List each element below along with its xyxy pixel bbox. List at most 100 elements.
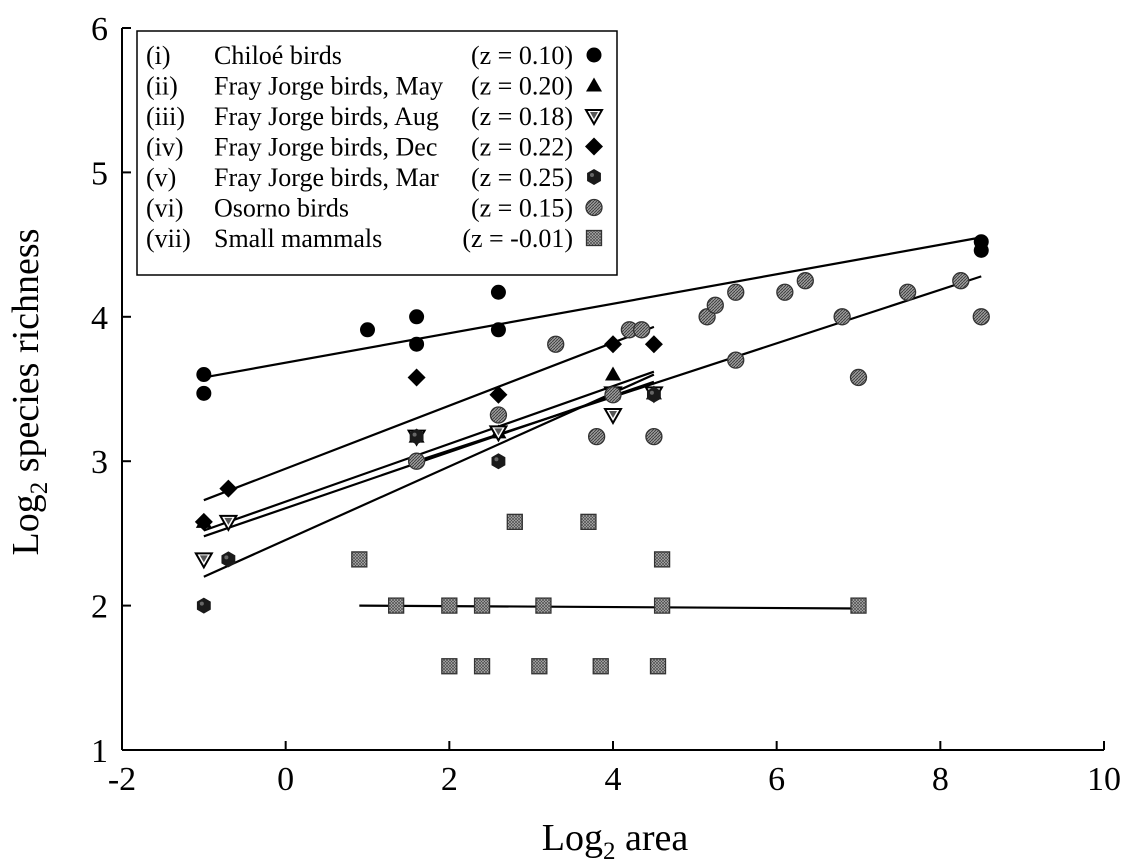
data-point-series-7 bbox=[387, 597, 405, 614]
data-point-series-7 bbox=[592, 658, 609, 675]
data-point-series-1 bbox=[196, 385, 212, 401]
data-point-series-3-fill bbox=[224, 517, 233, 525]
legend-series-6-num: (vi) bbox=[146, 194, 184, 223]
data-point-series-7 bbox=[441, 597, 458, 614]
data-point-series-2 bbox=[605, 366, 621, 381]
data-point-series-6 bbox=[727, 351, 745, 369]
legend-series-5-num: (v) bbox=[146, 163, 176, 192]
data-point-series-6 bbox=[952, 272, 970, 290]
legend-series-2-marker bbox=[586, 77, 602, 92]
legend-series-2-name: Fray Jorge birds, May bbox=[214, 72, 443, 101]
data-point-series-1 bbox=[196, 367, 212, 383]
legend-series-6-name: Osorno birds bbox=[214, 194, 349, 223]
legend-series-7-z: (z = -0.01) bbox=[462, 224, 573, 253]
data-point-series-5-highlight bbox=[412, 432, 417, 437]
data-point-series-5-highlight bbox=[494, 457, 499, 462]
data-point-series-7 bbox=[580, 513, 597, 530]
legend-series-1-z: (z = 0.10) bbox=[471, 41, 573, 70]
data-point-series-5-highlight bbox=[199, 601, 204, 606]
data-point-series-4 bbox=[604, 335, 622, 354]
legend-series-1-marker bbox=[586, 47, 602, 63]
data-point-series-7 bbox=[649, 658, 667, 675]
x-tick-label: 2 bbox=[441, 761, 458, 798]
fit-line-series-4 bbox=[203, 325, 655, 502]
data-point-series-6 bbox=[833, 308, 851, 326]
legend-series-3-z: (z = 0.18) bbox=[471, 102, 573, 131]
series-7-points bbox=[351, 513, 867, 675]
data-point-series-6 bbox=[604, 386, 622, 404]
data-point-series-3-fill bbox=[494, 428, 503, 436]
data-point-series-6 bbox=[849, 368, 868, 387]
data-point-series-5 bbox=[646, 386, 661, 403]
data-point-series-1 bbox=[490, 284, 506, 300]
data-point-series-6 bbox=[632, 321, 651, 339]
data-point-series-6 bbox=[898, 283, 917, 301]
legend-series-3-marker-fill bbox=[590, 112, 598, 119]
data-point-series-5-highlight bbox=[649, 390, 654, 395]
data-point-series-4 bbox=[219, 479, 238, 498]
data-point-series-1 bbox=[409, 336, 425, 352]
data-point-series-7 bbox=[441, 658, 458, 675]
data-point-series-6 bbox=[645, 428, 663, 446]
data-point-series-7 bbox=[473, 658, 491, 675]
series-4-points bbox=[194, 335, 663, 531]
data-point-series-3-fill bbox=[609, 410, 617, 418]
series-1-points bbox=[196, 234, 989, 401]
legend-series-4-marker bbox=[585, 137, 603, 156]
data-point-series-6 bbox=[776, 283, 794, 301]
data-point-series-7 bbox=[653, 551, 671, 568]
legend-series-4-name: Fray Jorge birds, Dec bbox=[214, 133, 437, 162]
data-point-series-6 bbox=[727, 283, 745, 301]
y-tick-label: 1 bbox=[91, 733, 108, 770]
fit-line-series-6 bbox=[416, 275, 982, 463]
data-point-series-7 bbox=[850, 597, 867, 614]
legend-series-2-num: (ii) bbox=[146, 72, 178, 101]
fit-line-series-2 bbox=[203, 370, 655, 532]
legend-series-5-marker bbox=[587, 169, 601, 185]
data-point-series-7 bbox=[506, 513, 523, 530]
data-point-series-4 bbox=[194, 512, 213, 531]
data-point-series-7 bbox=[653, 597, 671, 614]
y-tick-label: 3 bbox=[91, 444, 108, 481]
fit-line-series-1 bbox=[203, 236, 982, 379]
legend-series-4-z: (z = 0.22) bbox=[471, 133, 573, 162]
legend: (i) Chiloé birds (z = 0.10) (ii) Fray Jorge … bbox=[136, 30, 618, 276]
data-point-series-4 bbox=[644, 335, 663, 354]
data-point-series-6 bbox=[547, 335, 565, 353]
legend-series-7-name: Small mammals bbox=[214, 224, 382, 253]
legend-series-3-num: (iii) bbox=[146, 102, 185, 131]
y-tick-label: 4 bbox=[91, 300, 108, 337]
series-6-points bbox=[407, 272, 990, 470]
y-axis-label: Log2 species richness bbox=[5, 229, 53, 556]
data-point-series-1 bbox=[490, 322, 506, 338]
data-point-series-7 bbox=[473, 597, 491, 614]
data-point-series-5 bbox=[221, 551, 236, 568]
data-point-series-3-fill bbox=[199, 555, 208, 563]
x-tick-label: 8 bbox=[932, 761, 949, 798]
data-point-series-4 bbox=[407, 368, 426, 387]
data-point-series-5 bbox=[196, 597, 211, 614]
legend-series-3-name: Fray Jorge birds, Aug bbox=[214, 102, 439, 131]
data-point-series-6 bbox=[587, 428, 606, 446]
legend-series-5-name: Fray Jorge birds, Mar bbox=[214, 163, 439, 192]
data-point-series-1 bbox=[409, 309, 425, 325]
series-2-points bbox=[195, 366, 662, 528]
data-point-series-6 bbox=[796, 272, 814, 290]
x-tick-label: 10 bbox=[1087, 761, 1121, 798]
x-tick-label: 6 bbox=[768, 761, 785, 798]
data-point-series-4 bbox=[489, 385, 508, 404]
y-tick-label: 6 bbox=[91, 11, 108, 48]
legend-series-1-num: (i) bbox=[146, 41, 171, 70]
data-point-series-6 bbox=[972, 308, 990, 326]
data-point-series-6 bbox=[706, 296, 724, 314]
y-tick-label: 5 bbox=[91, 155, 108, 192]
y-tick-label: 2 bbox=[91, 589, 108, 626]
x-tick-label: -2 bbox=[108, 761, 136, 798]
data-point-series-5 bbox=[409, 428, 424, 445]
legend-series-4-num: (iv) bbox=[146, 133, 184, 162]
legend-series-1-name: Chiloé birds bbox=[214, 41, 342, 70]
data-point-series-6 bbox=[407, 452, 426, 470]
x-tick-label: 4 bbox=[605, 761, 622, 798]
